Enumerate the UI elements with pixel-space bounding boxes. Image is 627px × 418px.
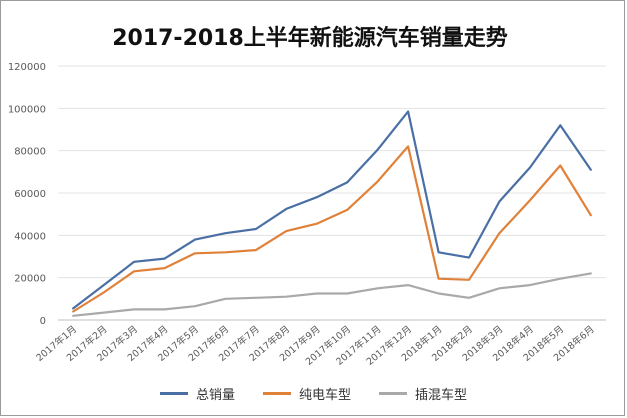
- legend-item-phev: 插混车型: [379, 384, 467, 403]
- y-tick-label: 0: [40, 316, 46, 327]
- x-axis-ticks: 2017年1月2017年2月2017年3月2017年4月2017年5月2017年…: [34, 323, 597, 368]
- y-tick-label: 120000: [8, 62, 46, 73]
- legend-swatch-bev: [262, 392, 291, 395]
- y-tick-label: 40000: [14, 231, 46, 242]
- legend-item-total: 总销量: [159, 384, 235, 403]
- legend-label-bev: 纯电车型: [298, 388, 351, 403]
- y-axis-ticks: 0 20000 40000 60000 80000 100000 120000: [8, 62, 46, 327]
- y-tick-label: 60000: [14, 189, 46, 200]
- legend-swatch-phev: [379, 392, 407, 395]
- series-lines: [72, 110, 592, 317]
- legend-label-phev: 插混车型: [415, 388, 468, 403]
- gridlines: [58, 65, 606, 321]
- legend-label-total: 总销量: [195, 388, 235, 403]
- series-line-0: [72, 110, 592, 310]
- legend: 总销量 纯电车型 插混车型: [0, 384, 627, 403]
- series-line-2: [72, 272, 592, 317]
- chart-title: 2017-2018上半年新能源汽车销量走势: [112, 26, 508, 51]
- legend-swatch-total: [159, 392, 188, 395]
- series-line-1: [72, 145, 592, 313]
- y-tick-label: 20000: [14, 274, 46, 285]
- legend-item-bev: 纯电车型: [262, 384, 351, 403]
- y-tick-label: 100000: [8, 104, 46, 115]
- y-tick-label: 80000: [14, 147, 46, 158]
